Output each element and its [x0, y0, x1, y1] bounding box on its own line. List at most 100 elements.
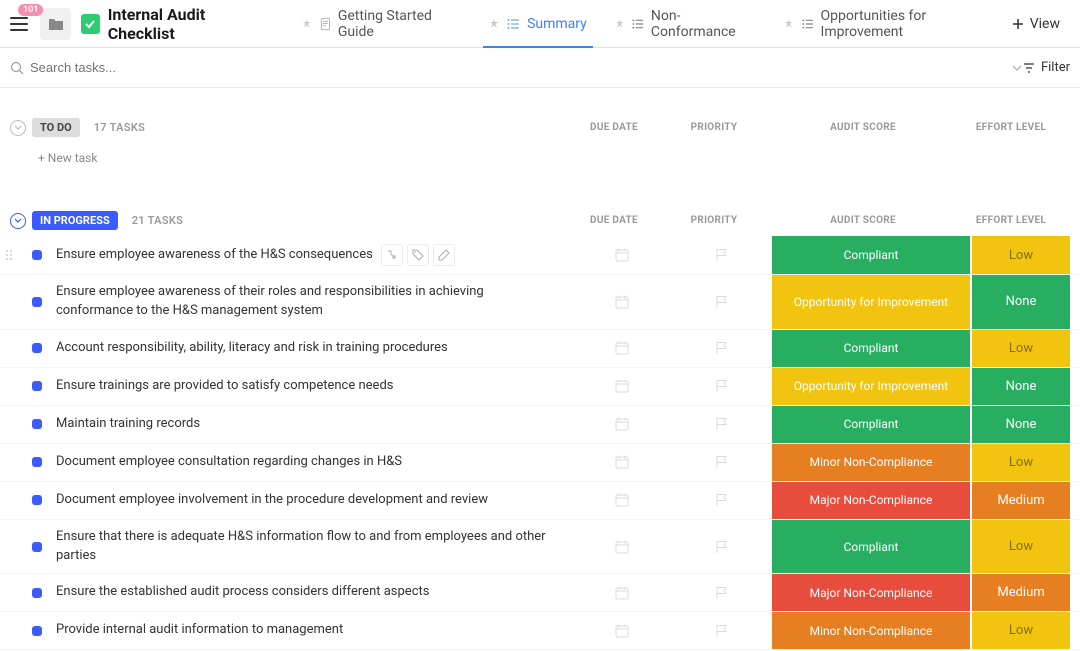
collapse-toggle[interactable]: [10, 120, 26, 136]
folder-button[interactable]: [40, 8, 70, 40]
task-row[interactable]: Ensure the established audit process con…: [0, 574, 1080, 612]
score-cell[interactable]: Compliant: [772, 330, 970, 367]
effort-cell[interactable]: None: [972, 368, 1070, 405]
filter-icon: [1023, 62, 1035, 74]
drag-handle[interactable]: [0, 368, 18, 405]
status-chip[interactable]: IN PROGRESS: [32, 211, 118, 230]
effort-cell[interactable]: Low: [972, 330, 1070, 367]
col-score: AUDIT SCORE: [764, 122, 962, 133]
drag-handle[interactable]: [0, 574, 18, 611]
edit-button[interactable]: [433, 244, 455, 266]
drag-handle[interactable]: [0, 520, 18, 574]
effort-cell[interactable]: Low: [972, 236, 1070, 274]
priority-cell[interactable]: [672, 482, 772, 519]
task-row[interactable]: Ensure trainings are provided to satisfy…: [0, 368, 1080, 406]
tab-non-conformance[interactable]: Non-Conformance: [601, 0, 771, 48]
tab-opportunities-for-improvement[interactable]: Opportunities for Improvement: [770, 0, 1011, 48]
page-title: Internal Audit Checklist: [108, 5, 268, 43]
collapse-toggle[interactable]: [10, 213, 26, 229]
effort-cell[interactable]: Low: [972, 612, 1070, 649]
priority-cell[interactable]: [672, 275, 772, 329]
task-row[interactable]: Ensure employee awareness of their roles…: [0, 275, 1080, 330]
status-marker[interactable]: [18, 275, 56, 329]
due-cell[interactable]: [572, 368, 672, 405]
status-marker[interactable]: [18, 574, 56, 611]
due-cell[interactable]: [572, 574, 672, 611]
due-cell[interactable]: [572, 406, 672, 443]
status-marker[interactable]: [18, 330, 56, 367]
status-marker[interactable]: [18, 444, 56, 481]
drag-handle[interactable]: [0, 330, 18, 367]
priority-cell[interactable]: [672, 612, 772, 649]
column-headers: DUE DATEPRIORITYAUDIT SCOREEFFORT LEVEL: [564, 215, 1070, 226]
effort-cell[interactable]: None: [972, 406, 1070, 443]
priority-cell[interactable]: [672, 520, 772, 574]
due-cell[interactable]: [572, 612, 672, 649]
priority-cell[interactable]: [672, 330, 772, 367]
task-title: Ensure the established audit process con…: [56, 574, 572, 611]
priority-cell[interactable]: [672, 444, 772, 481]
effort-cell[interactable]: Low: [972, 444, 1070, 481]
score-cell[interactable]: Opportunity for Improvement: [772, 275, 970, 329]
new-task-button[interactable]: + New task: [0, 143, 1080, 173]
task-row[interactable]: Account responsibility, ability, literac…: [0, 330, 1080, 368]
score-cell[interactable]: Opportunity for Improvement: [772, 368, 970, 405]
status-marker[interactable]: [18, 612, 56, 649]
status-chip[interactable]: TO DO: [32, 118, 80, 137]
task-title: Ensure employee awareness of their roles…: [56, 275, 572, 329]
score-cell[interactable]: Minor Non-Compliance: [772, 444, 970, 481]
content: TO DO17 TASKSDUE DATEPRIORITYAUDIT SCORE…: [0, 88, 1080, 650]
task-row[interactable]: Provide internal audit information to ma…: [0, 612, 1080, 650]
score-cell[interactable]: Minor Non-Compliance: [772, 612, 970, 649]
drag-handle[interactable]: [0, 444, 18, 481]
effort-cell[interactable]: Low: [972, 520, 1070, 574]
view-button[interactable]: View: [1012, 16, 1060, 32]
status-marker[interactable]: [18, 406, 56, 443]
col-effort: EFFORT LEVEL: [962, 215, 1060, 226]
due-cell[interactable]: [572, 444, 672, 481]
effort-cell[interactable]: None: [972, 275, 1070, 329]
task-row[interactable]: Ensure that there is adequate H&S inform…: [0, 520, 1080, 575]
effort-cell[interactable]: Medium: [972, 482, 1070, 519]
task-title: Maintain training records: [56, 406, 572, 443]
task-row[interactable]: Document employee involvement in the pro…: [0, 482, 1080, 520]
due-cell[interactable]: [572, 330, 672, 367]
task-row[interactable]: Document employee consultation regarding…: [0, 444, 1080, 482]
chevron-down-icon[interactable]: [1011, 62, 1023, 74]
drag-handle[interactable]: [0, 406, 18, 443]
tab-summary[interactable]: Summary: [475, 0, 601, 48]
priority-cell[interactable]: [672, 368, 772, 405]
drag-handle[interactable]: [0, 236, 18, 274]
subtask-button[interactable]: [381, 244, 403, 266]
tag-button[interactable]: [407, 244, 429, 266]
priority-cell[interactable]: [672, 236, 772, 274]
task-count: 21 TASKS: [132, 214, 183, 227]
status-marker[interactable]: [18, 520, 56, 574]
drag-handle[interactable]: [0, 612, 18, 649]
task-row[interactable]: Ensure employee awareness of the H&S con…: [0, 236, 1080, 275]
score-cell[interactable]: Compliant: [772, 520, 970, 574]
due-cell[interactable]: [572, 482, 672, 519]
notification-badge: 101: [18, 4, 43, 16]
col-score: AUDIT SCORE: [764, 215, 962, 226]
status-marker[interactable]: [18, 236, 56, 274]
effort-cell[interactable]: Medium: [972, 574, 1070, 611]
due-cell[interactable]: [572, 275, 672, 329]
score-cell[interactable]: Major Non-Compliance: [772, 482, 970, 519]
priority-cell[interactable]: [672, 574, 772, 611]
score-cell[interactable]: Compliant: [772, 406, 970, 443]
menu-button[interactable]: 101: [4, 8, 34, 40]
due-cell[interactable]: [572, 520, 672, 574]
priority-cell[interactable]: [672, 406, 772, 443]
drag-handle[interactable]: [0, 482, 18, 519]
status-marker[interactable]: [18, 368, 56, 405]
tab-getting-started-guide[interactable]: Getting Started Guide: [288, 0, 475, 48]
score-cell[interactable]: Major Non-Compliance: [772, 574, 970, 611]
task-row[interactable]: Maintain training records CompliantNone: [0, 406, 1080, 444]
filter-button[interactable]: Filter: [1023, 60, 1070, 75]
due-cell[interactable]: [572, 236, 672, 274]
search-input[interactable]: [30, 60, 1080, 75]
status-marker[interactable]: [18, 482, 56, 519]
score-cell[interactable]: Compliant: [772, 236, 970, 274]
drag-handle[interactable]: [0, 275, 18, 329]
